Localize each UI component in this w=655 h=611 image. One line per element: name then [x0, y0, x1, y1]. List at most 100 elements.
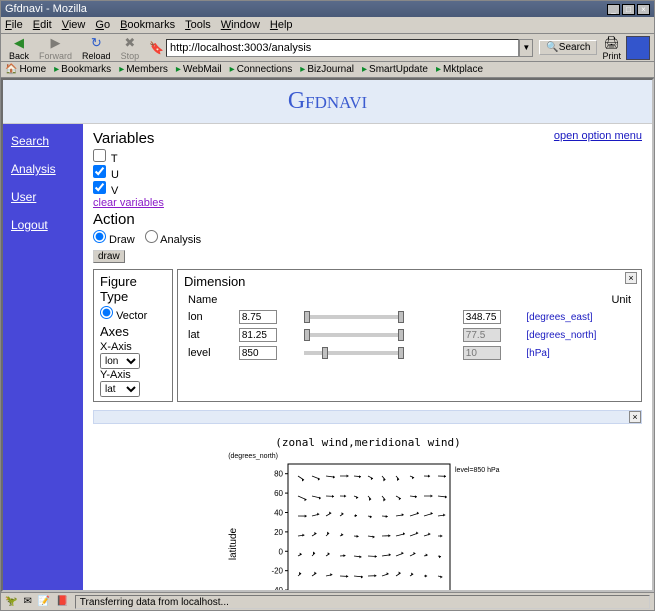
back-button[interactable]: ◀Back [5, 35, 33, 61]
dim-lon-max[interactable] [463, 310, 501, 324]
svg-text:20: 20 [274, 528, 283, 537]
home-icon: 🏠 [5, 64, 17, 75]
menu-file[interactable]: File [5, 19, 23, 31]
menu-go[interactable]: Go [95, 19, 110, 31]
figure-type-panel: Figure Type Vector Axes X-Axis lon Y-Axi… [93, 269, 173, 402]
dim-unit-header: Unit [524, 293, 633, 307]
bookmark-home[interactable]: 🏠Home [5, 64, 46, 75]
dim-lon-slider[interactable] [304, 315, 404, 319]
bookmark-icon: ▸ [176, 64, 181, 75]
bookmark-webmail[interactable]: ▸WebMail [176, 64, 222, 75]
dim-lat-min[interactable] [239, 328, 277, 342]
bookmark-smartupdate[interactable]: ▸SmartUpdate [362, 64, 428, 75]
dimension-panel: × Dimension Name Unit lon [degrees_east]la… [177, 269, 642, 402]
maximize-button[interactable]: □ [622, 4, 635, 15]
dim-lon-unit: [degrees_east] [524, 309, 633, 325]
dimension-close-icon[interactable]: × [625, 272, 637, 284]
dim-name: lon [186, 309, 235, 325]
dim-name: level [186, 345, 235, 361]
menu-view[interactable]: View [62, 19, 86, 31]
y-axis-select[interactable]: lat [100, 381, 140, 397]
sidebar-search[interactable]: Search [11, 134, 75, 148]
bookmark-icon: ▸ [300, 64, 305, 75]
status-compose-icon[interactable]: 📝 [38, 596, 50, 607]
status-address-icon[interactable]: 📕 [56, 596, 68, 607]
bookmark-mktplace[interactable]: ▸Mktplace [436, 64, 483, 75]
back-icon: ◀ [11, 35, 27, 51]
main-area: open option menu Variables T U V clear v… [83, 124, 652, 592]
bookmark-connections[interactable]: ▸Connections [230, 64, 293, 75]
action-analysis[interactable]: Analysis [145, 234, 201, 246]
sidebar-user[interactable]: User [11, 190, 75, 204]
forward-icon: ▶ [48, 35, 64, 51]
page-title: Gfdnavi [3, 80, 652, 124]
print-button[interactable]: 🖨Print [599, 35, 624, 61]
url-dropdown[interactable]: ▼ [519, 39, 533, 57]
vector-chart: (zonal wind,meridional wind)(degrees_nor… [218, 434, 518, 592]
vector-radio[interactable]: Vector [100, 310, 147, 322]
svg-text:80: 80 [274, 470, 283, 479]
bookmark-members[interactable]: ▸Members [119, 64, 168, 75]
open-option-link[interactable]: open option menu [554, 130, 642, 142]
reload-button[interactable]: ↻Reload [78, 35, 115, 61]
menu-edit[interactable]: Edit [33, 19, 52, 31]
search-button[interactable]: 🔍Search [539, 40, 597, 55]
bookmark-bizjournal[interactable]: ▸BizJournal [300, 64, 354, 75]
x-axis-select[interactable]: lon [100, 353, 140, 369]
svg-text:-20: -20 [271, 567, 283, 576]
menubar: File Edit View Go Bookmarks Tools Window… [1, 17, 654, 34]
action-heading: Action [93, 211, 642, 228]
stop-button[interactable]: ✖Stop [117, 35, 144, 61]
reload-icon: ↻ [88, 35, 104, 51]
sidebar-logout[interactable]: Logout [11, 218, 75, 232]
var-U[interactable]: U [93, 169, 119, 181]
minimize-button[interactable]: _ [607, 4, 620, 15]
menu-help[interactable]: Help [270, 19, 293, 31]
statusbar: 🦖 ✉ 📝 📕 Transferring data from localhost… [1, 592, 654, 610]
url-icon: 🔖 [149, 41, 164, 55]
draw-button[interactable]: draw [93, 250, 125, 263]
figure-type-heading: Figure Type [100, 274, 166, 304]
dim-name: lat [186, 327, 235, 343]
sidebar-analysis[interactable]: Analysis [11, 162, 75, 176]
info-close-icon[interactable]: × [629, 411, 641, 423]
menu-tools[interactable]: Tools [185, 19, 211, 31]
menu-bookmarks[interactable]: Bookmarks [120, 19, 175, 31]
status-mozilla-icon[interactable]: 🦖 [5, 596, 17, 607]
forward-button[interactable]: ▶Forward [35, 35, 76, 61]
print-icon: 🖨 [603, 35, 620, 51]
chart-area: (zonal wind,meridional wind)(degrees_nor… [93, 434, 642, 592]
bookmark-bar: 🏠Home ▸Bookmarks ▸Members ▸WebMail ▸Connecti… [1, 62, 654, 78]
page-content: Gfdnavi Search Analysis User Logout open op… [1, 78, 654, 592]
sidebar: Search Analysis User Logout [3, 124, 83, 592]
y-axis-label: Y-Axis [100, 369, 131, 381]
dim-level-min[interactable] [239, 346, 277, 360]
clear-variables-link[interactable]: clear variables [93, 197, 164, 209]
dim-lat-slider[interactable] [304, 333, 404, 337]
stop-icon: ✖ [122, 35, 138, 51]
info-bar: × [93, 410, 642, 424]
menu-window[interactable]: Window [221, 19, 260, 31]
dim-lon-min[interactable] [239, 310, 277, 324]
status-mail-icon[interactable]: ✉ [23, 596, 31, 607]
dimension-heading: Dimension [184, 274, 635, 289]
dim-lat-max [463, 328, 501, 342]
throbber-icon [626, 36, 650, 60]
status-text: Transferring data from localhost... [75, 595, 650, 609]
x-axis-label: X-Axis [100, 341, 132, 353]
var-T[interactable]: T [93, 153, 118, 165]
svg-text:level=850 hPa: level=850 hPa [455, 467, 500, 474]
svg-text:40: 40 [274, 508, 283, 517]
var-V[interactable]: V [93, 185, 118, 197]
bookmark-icon: ▸ [230, 64, 235, 75]
close-button[interactable]: × [637, 4, 650, 15]
url-input[interactable] [166, 39, 519, 57]
dim-level-max [463, 346, 501, 360]
bookmark-bookmarks[interactable]: ▸Bookmarks [54, 64, 111, 75]
svg-text:latitude: latitude [228, 527, 239, 560]
dim-lat-unit: [degrees_north] [524, 327, 633, 343]
dim-level-slider[interactable] [304, 351, 404, 355]
dim-name-header: Name [186, 293, 235, 307]
bookmark-icon: ▸ [362, 64, 367, 75]
action-draw[interactable]: Draw [93, 234, 135, 246]
